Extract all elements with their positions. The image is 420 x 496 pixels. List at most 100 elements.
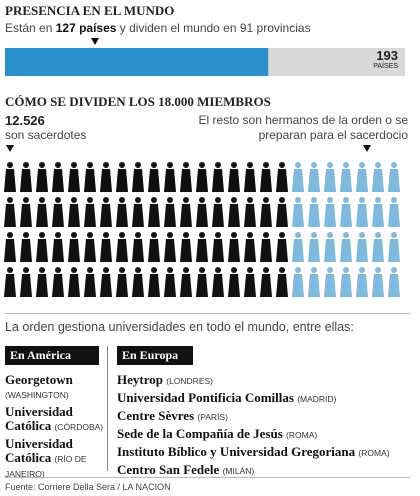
person-icon — [340, 267, 352, 297]
head — [199, 162, 205, 168]
city: (CÓRDOBA) — [54, 422, 104, 432]
head — [327, 162, 333, 168]
body — [52, 274, 64, 297]
head — [71, 197, 77, 203]
head — [231, 232, 237, 238]
university-name: Heytrop — [117, 372, 163, 387]
person-icon — [196, 232, 208, 262]
body — [308, 274, 320, 297]
body — [36, 239, 48, 262]
city: (WASHINGTON) — [5, 390, 69, 400]
body — [164, 274, 176, 297]
head — [151, 197, 157, 203]
university-name: Universidad Católica — [5, 404, 73, 433]
subtitle: Están en 127 países y dividen el mundo e… — [5, 21, 311, 35]
body — [276, 204, 288, 227]
head — [263, 232, 269, 238]
body — [260, 204, 272, 227]
body — [52, 239, 64, 262]
body — [388, 274, 400, 297]
city: (ROMA) — [286, 430, 318, 440]
body — [212, 204, 224, 227]
head — [87, 197, 93, 203]
university-name: Sede de la Compañía de Jesús — [117, 426, 283, 441]
university: Georgetown (WASHINGTON) — [5, 373, 105, 402]
head — [343, 197, 349, 203]
person-icon — [212, 197, 224, 227]
body — [100, 239, 112, 262]
person-icon — [356, 197, 368, 227]
university: Centre Sèvres (PARÍS) — [117, 409, 417, 424]
body — [36, 274, 48, 297]
person-icon — [52, 197, 64, 227]
head — [263, 162, 269, 168]
person-icon — [292, 197, 304, 227]
person-icon — [4, 197, 16, 227]
body — [260, 274, 272, 297]
head — [23, 232, 29, 238]
head — [183, 197, 189, 203]
body — [4, 169, 16, 192]
person-icon — [292, 162, 304, 192]
body — [84, 239, 96, 262]
text: y dividen el mundo en 91 provincias — [119, 21, 311, 35]
person-icon — [4, 267, 16, 297]
person-icon — [388, 162, 400, 192]
head — [263, 197, 269, 203]
head — [375, 267, 381, 273]
person-icon — [196, 197, 208, 227]
head — [135, 197, 141, 203]
head — [87, 267, 93, 273]
university-name: Universidad Pontificia Comillas — [117, 390, 294, 405]
person-icon — [212, 267, 224, 297]
head — [391, 162, 397, 168]
body — [212, 274, 224, 297]
head — [311, 197, 317, 203]
person-icon — [388, 197, 400, 227]
head — [327, 267, 333, 273]
person-icon — [68, 267, 80, 297]
section-title: PRESENCIA EN EL MUNDO — [5, 3, 175, 18]
person-icon — [132, 267, 144, 297]
person-icon — [4, 232, 16, 262]
head — [279, 197, 285, 203]
person-icon — [20, 197, 32, 227]
person-icon — [356, 267, 368, 297]
person-icon — [324, 197, 336, 227]
body — [276, 239, 288, 262]
person-icon — [148, 162, 160, 192]
bar-value — [5, 48, 269, 76]
marker — [6, 145, 14, 152]
person-icon — [324, 232, 336, 262]
person-icon — [36, 232, 48, 262]
university: Sede de la Compañía de Jesús (ROMA) — [117, 427, 417, 442]
body — [244, 239, 256, 262]
body — [180, 169, 192, 192]
person-icon — [372, 197, 384, 227]
head — [359, 197, 365, 203]
head — [311, 162, 317, 168]
head — [343, 267, 349, 273]
person-icon — [372, 232, 384, 262]
head — [199, 267, 205, 273]
body — [180, 239, 192, 262]
city: (RÍO DE JANEIRO) — [5, 454, 87, 479]
body — [308, 239, 320, 262]
head — [279, 267, 285, 273]
body — [100, 169, 112, 192]
body — [68, 274, 80, 297]
university-name: Universidad Católica — [5, 436, 73, 465]
person-icon — [340, 232, 352, 262]
head — [375, 197, 381, 203]
head — [231, 267, 237, 273]
body — [36, 204, 48, 227]
body — [116, 274, 128, 297]
person-icon — [388, 232, 400, 262]
person-icon — [164, 162, 176, 192]
university: Heytrop (LONDRES) — [117, 373, 417, 388]
person-icon — [276, 197, 288, 227]
head — [311, 232, 317, 238]
person-icon — [244, 267, 256, 297]
body — [244, 274, 256, 297]
text: Están en — [5, 21, 53, 35]
